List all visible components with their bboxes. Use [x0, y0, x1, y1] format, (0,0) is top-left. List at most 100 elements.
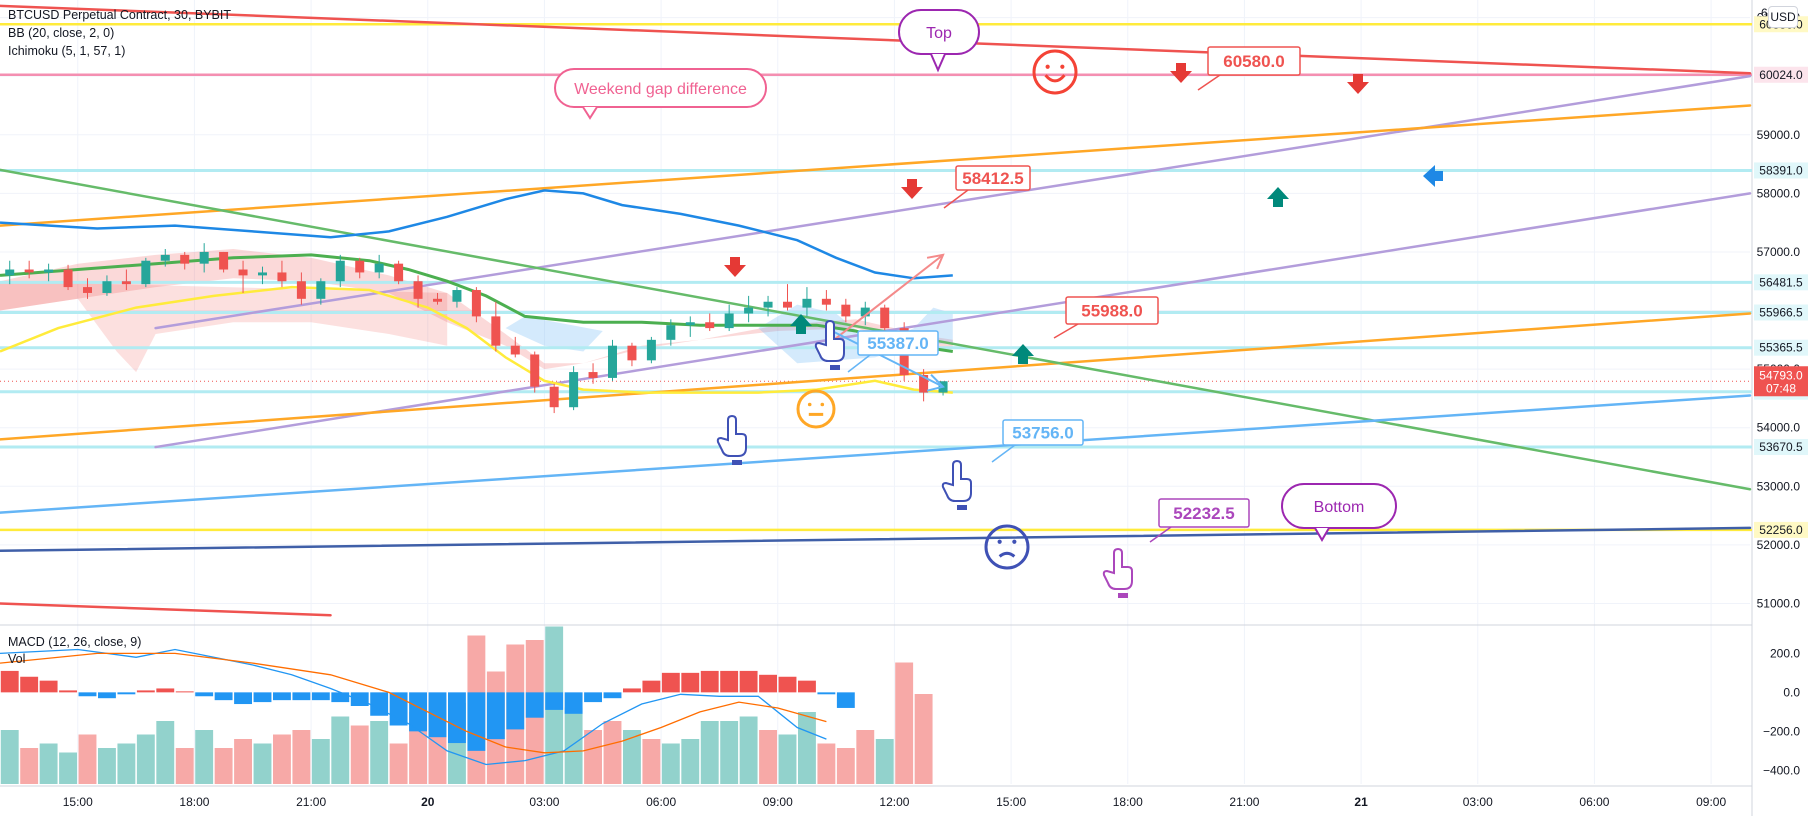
macd-histogram-bar: [195, 692, 214, 697]
price-note-pointer: [1149, 526, 1172, 543]
arrow-shape: [1170, 63, 1192, 83]
trend-line: [0, 312, 1752, 441]
time-tick-label: 09:00: [763, 795, 793, 809]
candle-body: [685, 322, 695, 326]
candle-body: [646, 339, 656, 361]
candle-body: [121, 281, 131, 285]
callout-bubble: [1281, 483, 1397, 529]
macd-tick-label: 200.0: [1770, 646, 1800, 660]
macd-histogram-bar: [389, 692, 408, 726]
volume-bar: [603, 721, 622, 784]
macd-histogram-bar: [623, 688, 641, 693]
time-tick-label: 18:00: [1113, 795, 1143, 809]
candle-body: [569, 372, 579, 408]
level-label-bg: [1754, 274, 1808, 291]
volume-bar: [875, 739, 894, 784]
volume-bar: [836, 748, 855, 784]
face-eye: [807, 402, 812, 407]
time-tick-label: 18:00: [179, 795, 209, 809]
volume-bar: [175, 748, 194, 784]
volume-bar: [817, 743, 836, 784]
candle-body: [394, 263, 404, 282]
level-label: 55966.5: [1759, 305, 1803, 319]
candle-body: [83, 287, 92, 293]
callout-tail: [1314, 527, 1330, 542]
candle-body: [802, 298, 812, 308]
candle-body: [510, 345, 520, 355]
currency-button[interactable]: USD: [1768, 6, 1798, 28]
left-arrow-icon: [1423, 165, 1443, 187]
macd-legend[interactable]: MACD (12, 26, close, 9): [8, 635, 141, 649]
level-label-bg: [1754, 439, 1808, 456]
macd-histogram-bar: [817, 692, 836, 695]
price-note: 52232.5: [1149, 498, 1250, 543]
level-label: 52256.0: [1759, 523, 1803, 537]
volume-bar: [642, 739, 661, 784]
macd-histogram-bar: [603, 692, 622, 699]
macd-histogram-bar: [428, 692, 447, 738]
macd-line: [0, 648, 827, 766]
face-outline: [984, 524, 1030, 570]
arrow-shape: [901, 179, 923, 199]
arrow-shape: [1347, 74, 1369, 94]
macd-histogram-bar: [759, 674, 777, 693]
time-tick-label: 03:00: [1463, 795, 1493, 809]
macd-histogram-bar: [798, 680, 816, 693]
volume-bar: [78, 734, 97, 784]
pointing-hand-icon: [941, 459, 972, 510]
arrow-shape: [724, 257, 746, 277]
macd-histogram-bar: [175, 691, 194, 693]
candle-body: [491, 316, 501, 346]
macd-tick-label: −400.0: [1763, 763, 1800, 777]
hand-outline: [814, 319, 845, 362]
price-note-text: 58412.5: [962, 169, 1023, 188]
pointing-hand-icon: [814, 319, 845, 370]
symbol-legend[interactable]: BTCUSD Perpetual Contract, 30, BYBIT: [8, 8, 231, 22]
volume-bar: [759, 730, 777, 784]
candle-body: [763, 301, 773, 308]
price-note: 55988.0: [1053, 296, 1159, 339]
volume-bar: [214, 748, 233, 784]
ichimoku-legend[interactable]: Ichimoku (5, 1, 57, 1): [8, 44, 125, 58]
candle-body: [5, 269, 15, 276]
candle-body: [24, 269, 34, 273]
bb-legend[interactable]: BB (20, close, 2, 0): [8, 26, 114, 40]
trend-line: [0, 4, 1752, 75]
volume-bar: [292, 730, 311, 784]
volume-bar: [136, 734, 155, 784]
candle-body: [744, 307, 754, 314]
arrow-shape: [790, 314, 812, 334]
candle-body: [316, 281, 326, 299]
confused-face-icon: [984, 524, 1030, 570]
macd-histogram-bar: [214, 692, 233, 701]
price-note-box: [857, 330, 939, 356]
candle-body: [471, 290, 481, 317]
candle-body: [452, 290, 462, 302]
trend-line: [0, 394, 1752, 514]
callout-text: Weekend gap difference: [574, 81, 747, 98]
time-tick-label: 03:00: [529, 795, 559, 809]
macd-histogram-bar: [0, 670, 19, 693]
volume-bar: [623, 730, 641, 784]
volume-bar: [778, 734, 797, 784]
vol-legend[interactable]: Vol: [8, 652, 25, 666]
macd-histogram-bar: [273, 692, 291, 701]
volume-bar: [20, 748, 39, 784]
hand-cuff: [732, 460, 742, 465]
price-note-pointer: [1197, 74, 1221, 91]
trend-line: [154, 192, 1752, 449]
callout: Bottom: [1281, 483, 1397, 542]
hand-cuff: [830, 365, 840, 370]
candle-body: [219, 251, 229, 270]
face-eye: [1060, 64, 1065, 69]
price-note-text: 52232.5: [1173, 504, 1234, 523]
last-price-label: 54793.0: [1759, 368, 1803, 382]
candle-body: [588, 372, 598, 378]
face-eye: [1045, 64, 1050, 69]
macd-histogram-bar: [331, 692, 350, 703]
macd-histogram-bar: [98, 692, 116, 699]
hand-cuff: [957, 505, 967, 510]
level-label-bg: [1754, 304, 1808, 321]
candle-body: [627, 345, 637, 361]
